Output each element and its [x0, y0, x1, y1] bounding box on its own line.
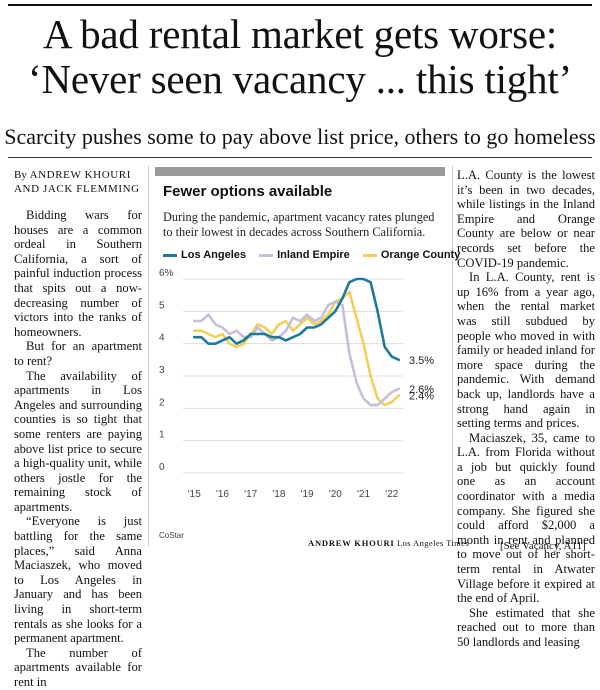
series-line-inland-empire — [193, 300, 401, 407]
paragraph: The availability of apartments in Los An… — [14, 368, 142, 514]
paragraph: Bidding wars for houses are a common ord… — [14, 208, 142, 339]
paragraph: In L.A. County, rent is up 16% from a ye… — [457, 270, 595, 431]
legend-swatch — [362, 253, 377, 257]
legend-label: Inland Empire — [277, 249, 350, 261]
section-rule — [8, 157, 592, 158]
x-tick-label: '21 — [357, 489, 370, 500]
x-tick-label: '15 — [188, 489, 201, 500]
paragraph: But for an apartment to rent? — [14, 339, 142, 368]
photo-credit: Andrew Khouri Los Angeles Times — [308, 538, 469, 548]
chart-plot: 0 1 2 3 4 5 6% '15 '16 '17 '18 '19 '20 '21 '22 3.5% 2.6%… — [159, 268, 434, 500]
series-line-orange-county — [193, 290, 401, 407]
column-divider — [148, 166, 149, 546]
x-tick-label: '18 — [272, 489, 285, 500]
jump-line: [See Vacancy, A11] — [500, 540, 586, 552]
x-tick-label: '22 — [385, 489, 398, 500]
vacancy-chart: Fewer options available During the pande… — [155, 167, 460, 547]
chart-title: Fewer options available — [163, 183, 333, 200]
y-tick-label: 6% — [159, 268, 174, 279]
end-value-label: 2.4% — [409, 390, 434, 402]
x-tick-label: '17 — [244, 489, 257, 500]
subheadline: Scarcity pushes some to pay above list p… — [4, 124, 596, 149]
legend-item-inland-empire: Inland Empire — [259, 249, 350, 261]
y-tick-label: 0 — [159, 462, 165, 473]
column-divider — [452, 166, 453, 546]
paragraph: “Everyone is just battling for the same … — [14, 514, 142, 646]
x-tick-label: '19 — [301, 489, 314, 500]
legend-swatch — [259, 253, 274, 257]
article-column-1: By Andrew Khouri and Jack Flemming Biddi… — [14, 168, 142, 690]
series-line-los-angeles — [193, 277, 401, 362]
x-tick-label: '20 — [329, 489, 342, 500]
byline-author-1: Andrew Khouri — [29, 169, 131, 181]
x-tick-label: '16 — [216, 489, 229, 500]
paragraph: She estimated that she reached out to mo… — [457, 605, 595, 649]
y-tick-label: 5 — [159, 300, 165, 311]
paragraph: The number of apartments available for r… — [14, 645, 142, 689]
byline-by: By — [14, 169, 27, 181]
legend-label: Orange County — [380, 249, 461, 261]
legend-item-los-angeles: Los Angeles — [163, 249, 246, 261]
legend-item-orange-county: Orange County — [362, 249, 461, 261]
y-tick-label: 3 — [159, 365, 165, 376]
masthead-rule — [8, 4, 592, 6]
chart-source: CoStar — [159, 531, 184, 540]
legend-label: Los Angeles — [181, 249, 246, 261]
end-value-label: 2.6% — [409, 384, 434, 396]
chart-description: During the pandemic, apartment vacancy r… — [163, 210, 435, 239]
y-tick-label: 2 — [159, 397, 165, 408]
end-value-label: 3.5% — [409, 355, 434, 367]
article-column-3: L.A. County is the lowest it’s been in t… — [457, 168, 595, 650]
chart-legend: Los Angeles Inland Empire Orange County — [163, 249, 470, 261]
paragraph: Maciaszek, 35, came to L.A. from Florida… — [457, 430, 595, 606]
y-tick-label: 1 — [159, 430, 165, 441]
legend-swatch — [163, 253, 177, 257]
chart-header-bar — [155, 167, 445, 176]
headline-line-1: A bad rental market gets worse: — [42, 11, 558, 57]
headline-line-2: ‘Never seen vacancy ... this tight’ — [27, 56, 573, 102]
photo-credit-outlet: Los Angeles Times — [397, 538, 470, 548]
paragraph: L.A. County is the lowest it’s been in t… — [457, 168, 595, 270]
headline: A bad rental market gets worse: ‘Never s… — [0, 12, 600, 102]
y-tick-label: 4 — [159, 333, 165, 344]
byline: By Andrew Khouri and Jack Flemming — [14, 168, 142, 196]
byline-author-2: and Jack Flemming — [14, 183, 140, 195]
photo-credit-name: Andrew Khouri — [308, 538, 395, 548]
